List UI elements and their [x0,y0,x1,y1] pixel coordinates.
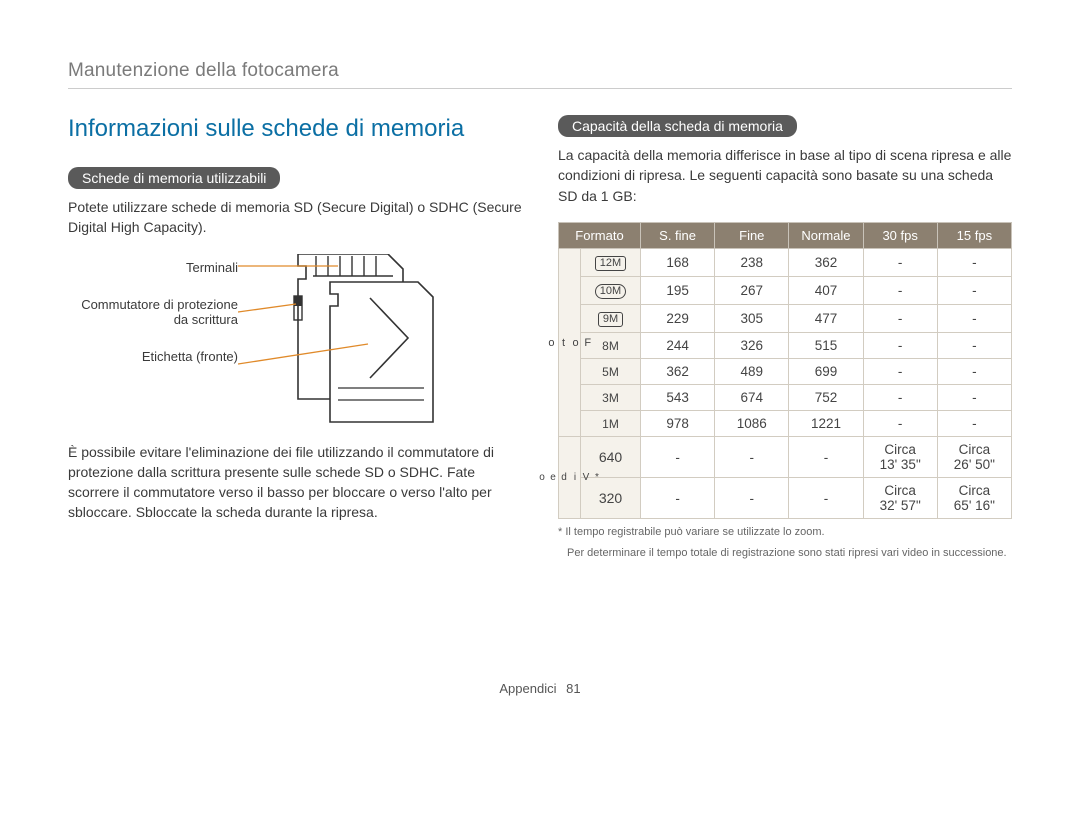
th-formato: Formato [559,222,641,248]
side-label-video: *Video [559,437,581,519]
table-row: 9M229305477-- [559,305,1012,333]
cell-30fps: - [863,248,937,276]
cell-normal: 477 [789,305,863,333]
table-body: Foto12M168238362--10M195267407--9M229305… [559,248,1012,519]
diagram-label-terminals: Terminali [68,260,238,275]
cell-15fps: - [937,359,1011,385]
right-column: Capacità della scheda di memoria La capa… [558,115,1012,561]
cell-30fps: Circa13' 35" [863,437,937,478]
table-row: Foto12M168238362-- [559,248,1012,276]
left-intro-text: Potete utilizzare schede di memoria SD (… [68,197,522,238]
cell-30fps: - [863,385,937,411]
content-columns: Informazioni sulle schede di memoria Sch… [68,115,1012,561]
right-pill-heading: Capacità della scheda di memoria [558,115,797,137]
footnote-1: * Il tempo registrabile può variare se u… [558,525,1012,540]
cell-15fps: - [937,385,1011,411]
cell-15fps: Circa65' 16" [937,478,1011,519]
cell-fine: 1086 [715,411,789,437]
cell-sfine: 168 [641,248,715,276]
cell-sfine: 543 [641,385,715,411]
table-row: *Video640---Circa13' 35"Circa26' 50" [559,437,1012,478]
cell-normal: - [789,437,863,478]
cell-30fps: Circa32' 57" [863,478,937,519]
cell-fine: - [715,437,789,478]
cell-30fps: - [863,333,937,359]
th-15fps: 15 fps [937,222,1011,248]
cell-fine: 326 [715,333,789,359]
cell-30fps: - [863,359,937,385]
cell-15fps: Circa26' 50" [937,437,1011,478]
cell-15fps: - [937,333,1011,359]
sd-card-icon [238,254,438,424]
cell-fine: 267 [715,277,789,305]
format-cell: 320 [581,478,641,519]
footnote-2: Per determinare il tempo totale di regis… [558,546,1012,561]
format-cell: 10M [581,277,641,305]
table-row: 320---Circa32' 57"Circa65' 16" [559,478,1012,519]
table-header: Formato S. fine Fine Normale 30 fps 15 f… [559,222,1012,248]
cell-normal: 407 [789,277,863,305]
footer-section: Appendici [499,681,556,696]
cell-30fps: - [863,411,937,437]
cell-15fps: - [937,305,1011,333]
cell-15fps: - [937,248,1011,276]
table-row: 3M543674752-- [559,385,1012,411]
cell-30fps: - [863,305,937,333]
table-row: 10M195267407-- [559,277,1012,305]
format-cell: 12M [581,248,641,276]
diagram-label-write-protect: Commutatore di protezione da scrittura [68,297,238,327]
cell-sfine: 229 [641,305,715,333]
sd-card-diagram: Terminali Commutatore di protezione da s… [68,254,522,424]
side-label-photo: Foto [559,248,581,437]
page-header: Manutenzione della fotocamera [68,60,1012,82]
cell-sfine: - [641,437,715,478]
th-normale: Normale [789,222,863,248]
cell-30fps: - [863,277,937,305]
right-intro-text: La capacità della memoria differisce in … [558,145,1012,206]
cell-normal: - [789,478,863,519]
left-note-text: È possibile evitare l'eliminazione dei f… [68,442,522,523]
cell-sfine: 195 [641,277,715,305]
cell-normal: 362 [789,248,863,276]
table-row: 5M362489699-- [559,359,1012,385]
format-cell: 9M [581,305,641,333]
cell-sfine: - [641,478,715,519]
cell-normal: 699 [789,359,863,385]
cell-normal: 515 [789,333,863,359]
cell-fine: 674 [715,385,789,411]
cell-15fps: - [937,411,1011,437]
format-cell: 5M [581,359,641,385]
cell-fine: 238 [715,248,789,276]
left-pill-heading: Schede di memoria utilizzabili [68,167,280,189]
page-footer: Appendici 81 [68,681,1012,696]
main-title: Informazioni sulle schede di memoria [68,115,522,143]
format-cell: 1M [581,411,641,437]
cell-normal: 1221 [789,411,863,437]
table-row: 8M244326515-- [559,333,1012,359]
cell-fine: 489 [715,359,789,385]
cell-fine: - [715,478,789,519]
cell-normal: 752 [789,385,863,411]
th-sfine: S. fine [641,222,715,248]
th-30fps: 30 fps [863,222,937,248]
format-cell: 3M [581,385,641,411]
th-fine: Fine [715,222,789,248]
footer-page: 81 [566,681,580,696]
diagram-label-front: Etichetta (fronte) [68,349,238,364]
cell-sfine: 978 [641,411,715,437]
cell-15fps: - [937,277,1011,305]
cell-sfine: 244 [641,333,715,359]
header-divider [68,88,1012,89]
left-column: Informazioni sulle schede di memoria Sch… [68,115,522,561]
cell-fine: 305 [715,305,789,333]
table-row: 1M97810861221-- [559,411,1012,437]
capacity-table: Formato S. fine Fine Normale 30 fps 15 f… [558,222,1012,520]
cell-sfine: 362 [641,359,715,385]
